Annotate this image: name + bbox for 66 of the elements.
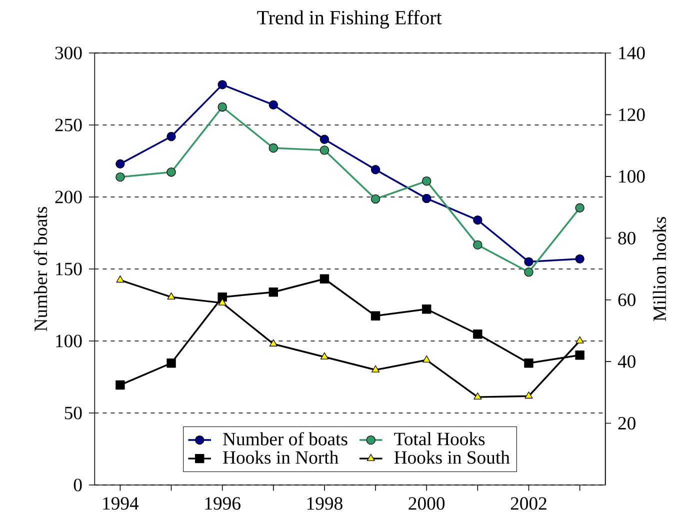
point xyxy=(575,254,584,264)
y2-tick-label: 120 xyxy=(619,108,645,122)
x-tick-label: 2000 xyxy=(408,497,445,510)
point xyxy=(524,257,534,266)
point xyxy=(575,203,584,212)
point xyxy=(116,172,125,182)
point xyxy=(474,392,482,400)
point xyxy=(167,292,176,300)
point xyxy=(218,102,227,112)
y-tick-label: 0 xyxy=(74,478,82,492)
point xyxy=(422,304,432,314)
y2-tick-label: 40 xyxy=(618,355,636,368)
point xyxy=(218,292,227,302)
point xyxy=(422,355,431,362)
y2-tick-label: 140 xyxy=(619,46,645,60)
point xyxy=(320,274,330,284)
y2-tick-label: 20 xyxy=(618,416,636,430)
point xyxy=(422,194,432,204)
point xyxy=(166,168,176,177)
point xyxy=(268,143,278,153)
x-tick-label: 1998 xyxy=(307,497,342,510)
point xyxy=(524,358,534,368)
legend-label: Number of boats xyxy=(223,432,348,446)
y2-tick-label: 100 xyxy=(619,170,645,183)
point xyxy=(473,215,482,225)
point xyxy=(166,132,176,142)
point xyxy=(320,352,328,360)
point xyxy=(320,146,330,155)
legend-label: Hooks in South xyxy=(394,450,510,464)
y-tick-label: 200 xyxy=(55,190,82,204)
y-tick-label: 100 xyxy=(56,334,82,348)
y2-axis-title: Million hooks xyxy=(652,217,666,322)
point xyxy=(218,298,226,306)
point xyxy=(166,358,176,368)
point xyxy=(116,380,125,390)
y-axis-title: Number of boats xyxy=(34,206,48,332)
point xyxy=(268,288,278,297)
point xyxy=(370,311,380,321)
point xyxy=(576,336,584,344)
point xyxy=(116,276,124,283)
chart-title: Trend in Fishing Effort xyxy=(257,10,442,29)
point xyxy=(116,159,125,168)
y-tick-label: 300 xyxy=(55,46,82,60)
y2-tick-label: 80 xyxy=(618,232,636,244)
point xyxy=(370,194,380,204)
point xyxy=(473,240,482,250)
point xyxy=(473,330,482,339)
point xyxy=(372,365,380,372)
point xyxy=(269,339,278,346)
point xyxy=(218,80,227,90)
y-tick-label: 250 xyxy=(55,118,82,132)
point xyxy=(575,350,584,360)
y-tick-label: 150 xyxy=(56,262,82,276)
point xyxy=(320,134,330,144)
x-tick-label: 1994 xyxy=(103,497,139,510)
point xyxy=(524,392,533,399)
y-tick-label: 50 xyxy=(64,406,82,420)
point xyxy=(524,267,534,277)
point xyxy=(268,100,278,110)
y2-tick-label: 60 xyxy=(618,294,636,306)
legend-label: Hooks in North xyxy=(223,450,338,464)
point xyxy=(370,165,380,174)
point xyxy=(422,176,432,186)
x-tick-label: 1996 xyxy=(205,497,240,510)
legend-label: Total Hooks xyxy=(394,432,485,446)
x-tick-label: 2002 xyxy=(510,497,546,510)
